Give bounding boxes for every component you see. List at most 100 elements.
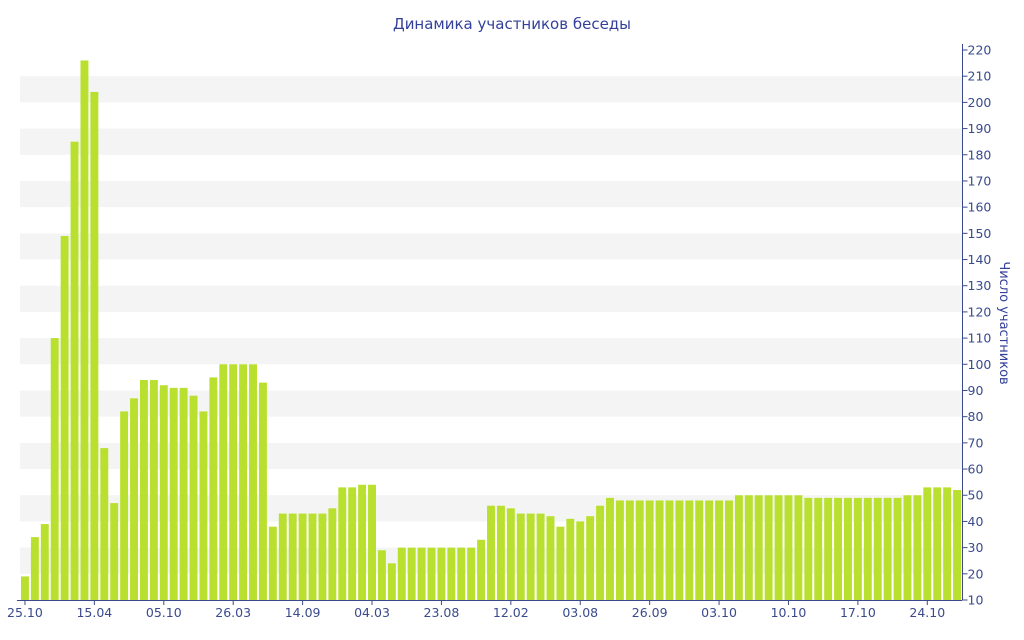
- bar-series: [20, 60, 962, 601]
- bar: [20, 576, 29, 600]
- y-tick-label: 150: [968, 226, 992, 241]
- x-tick-label: 10.10: [771, 605, 807, 620]
- bar: [586, 516, 595, 600]
- bar: [774, 495, 783, 600]
- grid-band: [20, 285, 962, 312]
- bar: [873, 497, 882, 600]
- y-tick-label: 80: [968, 409, 984, 424]
- x-tick-label: 04.03: [354, 605, 390, 620]
- bar: [457, 547, 466, 600]
- bar: [794, 495, 803, 600]
- bar: [139, 380, 148, 600]
- bar: [615, 500, 624, 600]
- bar: [913, 495, 922, 600]
- bar: [625, 500, 634, 600]
- bar: [675, 500, 684, 600]
- bar: [258, 382, 267, 600]
- bar: [893, 497, 902, 600]
- bar: [149, 380, 158, 600]
- bar: [784, 495, 793, 600]
- bar: [516, 513, 525, 600]
- bar: [715, 500, 724, 600]
- bar: [804, 497, 813, 600]
- bar: [635, 500, 644, 600]
- y-tick-label: 220: [968, 43, 992, 58]
- bar: [725, 500, 733, 600]
- bar: [179, 387, 188, 600]
- y-tick-label: 140: [968, 252, 992, 267]
- bar: [169, 387, 178, 600]
- bar: [70, 141, 79, 600]
- bar: [556, 526, 565, 600]
- bar: [50, 338, 59, 600]
- bar: [110, 503, 119, 600]
- bar: [417, 547, 426, 600]
- bar: [695, 500, 704, 600]
- y-tick-label: 200: [968, 95, 992, 110]
- x-tick-label: 14.09: [285, 605, 321, 620]
- x-tick-label: 03.08: [562, 605, 598, 620]
- y-tick-label: 170: [968, 173, 992, 188]
- bar: [120, 411, 129, 600]
- bar: [467, 547, 476, 600]
- bar: [903, 495, 912, 600]
- bar: [348, 487, 357, 600]
- x-tick-label: 24.10: [909, 605, 945, 620]
- bar: [338, 487, 347, 600]
- bar: [526, 513, 535, 600]
- bar: [80, 60, 89, 600]
- y-tick-label: 130: [968, 278, 992, 293]
- bar: [834, 497, 843, 600]
- y-tick-label: 20: [968, 566, 984, 581]
- bar: [883, 497, 892, 600]
- y-tick-label: 160: [968, 200, 992, 215]
- y-axis: 10 20 30 40 50 60 70 80 90 100 110 120 130 140 150 160 1…: [962, 43, 992, 608]
- y-tick-label: 180: [968, 147, 992, 162]
- y-tick-label: 10: [968, 593, 984, 608]
- y-tick-label: 70: [968, 435, 984, 450]
- bar: [853, 497, 862, 600]
- bar: [268, 526, 277, 600]
- y-axis-title: Число участников: [996, 261, 1011, 384]
- bar: [814, 497, 823, 600]
- y-tick-label: 60: [968, 462, 984, 477]
- bar: [824, 497, 833, 600]
- bar: [368, 484, 376, 600]
- bar: [487, 505, 495, 600]
- bar: [30, 537, 39, 600]
- x-tick-label: 15.04: [76, 605, 112, 620]
- bar: [159, 385, 168, 600]
- bar: [189, 395, 198, 600]
- bar: [764, 495, 773, 600]
- bar: [377, 550, 386, 600]
- chart-title: Динамика участников беседы: [393, 15, 631, 33]
- bar: [239, 364, 248, 600]
- bar: [665, 500, 674, 600]
- bar: [844, 497, 852, 600]
- bar: [437, 547, 446, 600]
- bar: [863, 497, 872, 600]
- x-tick-label: 25.10: [7, 605, 43, 620]
- grid-band: [20, 128, 962, 155]
- y-tick-label: 40: [968, 514, 984, 529]
- bar: [576, 521, 585, 600]
- bar: [477, 539, 486, 600]
- bar: [318, 513, 327, 600]
- x-tick-label: 26.09: [632, 605, 668, 620]
- bar: [566, 518, 575, 600]
- bar: [427, 547, 436, 600]
- bar: [744, 495, 753, 600]
- y-tick-label: 210: [968, 69, 992, 84]
- bar: [298, 513, 307, 600]
- bar: [328, 508, 337, 600]
- bar: [943, 487, 952, 600]
- bar: [933, 487, 942, 600]
- x-tick-label: 23.08: [424, 605, 460, 620]
- bar: [685, 500, 694, 600]
- bar: [447, 547, 456, 600]
- bar: [923, 487, 932, 600]
- x-tick-label: 17.10: [840, 605, 876, 620]
- bar: [358, 484, 367, 600]
- y-tick-label: 120: [968, 304, 992, 319]
